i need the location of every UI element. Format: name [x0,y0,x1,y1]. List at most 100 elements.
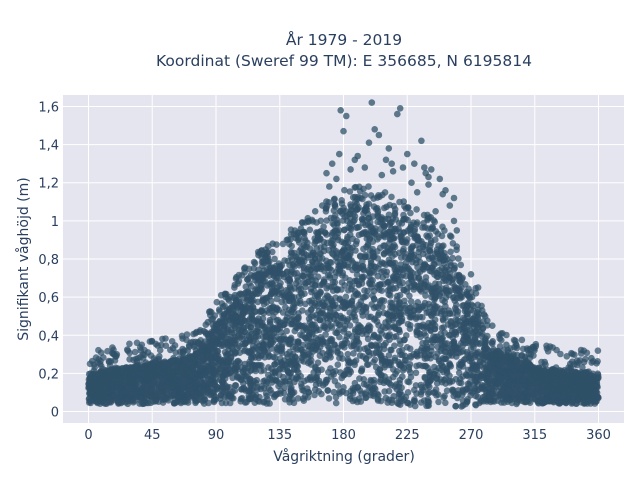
scatter-point [366,234,374,242]
scatter-point [360,245,367,253]
scatter-point [331,377,339,385]
scatter-point [405,279,413,287]
scatter-point [351,277,359,285]
scatter-point [336,354,343,362]
x-tick-label: 180 [331,428,356,443]
scatter-point [248,297,255,305]
scatter-point [405,366,413,373]
scatter-point [220,384,227,391]
scatter-point [292,361,299,368]
scatter-point [332,399,340,407]
scatter-point [314,229,321,237]
scatter-point [399,367,407,374]
scatter-point [435,259,443,266]
scatter-point [351,396,359,404]
scatter-point [425,398,433,406]
scatter-point [325,395,333,402]
scatter-point [461,325,468,332]
scatter-point [123,384,131,391]
scatter-point [324,387,332,394]
scatter-point [266,318,274,326]
scatter-point [253,339,260,346]
scatter-point [364,348,372,356]
scatter-point [273,377,281,384]
scatter-point [283,286,290,294]
scatter-point [583,380,591,388]
scatter-point [235,302,243,310]
scatter-point [218,319,225,327]
scatter-point [399,397,406,405]
scatter-point [258,351,265,359]
scatter-point [479,330,486,337]
scatter-point [217,392,225,399]
scatter-point [199,380,206,388]
scatter-point [319,349,326,357]
scatter-point [419,321,427,329]
scatter-point [315,260,323,268]
scatter-point [225,335,232,343]
scatter-point [292,353,299,361]
scatter-point [322,378,330,386]
scatter-point [414,322,421,330]
scatter-point [309,261,316,269]
scatter-point [85,399,93,406]
scatter-point [252,308,260,315]
scatter-point [350,339,358,346]
scatter-point [273,317,280,324]
scatter-point [232,382,240,389]
scatter-point [383,268,391,276]
scatter-point [380,250,388,257]
scatter-point [370,350,377,357]
scatter-point [395,301,403,309]
scatter-point [123,368,131,376]
scatter-point [356,352,364,359]
scatter-point [364,267,372,274]
scatter-point [380,341,388,349]
scatter-point [161,358,169,366]
scatter-point [291,263,298,270]
scatter-point [473,340,480,347]
scatter-point [208,337,215,345]
scatter-point [268,280,276,288]
scatter-point [270,353,277,361]
scatter-point [439,317,447,324]
scatter-point [267,290,275,298]
scatter-point [284,367,292,375]
scatter-point [594,394,602,401]
x-tick-label: 315 [522,428,547,443]
scatter-point [419,386,427,394]
scatter-point [377,281,384,288]
scatter-point [451,305,459,312]
scatter-point [403,267,411,274]
scatter-point [330,388,338,396]
scatter-point [393,381,400,388]
scatter-point [342,293,350,301]
scatter-point [325,247,333,254]
scatter-point [322,356,330,363]
scatter-point [236,343,243,350]
scatter-point [247,395,254,403]
scatter-point [419,265,426,273]
scatter-point [281,293,288,301]
y-tick-label: 0,6 [38,291,59,306]
scatter-point [289,306,296,313]
scatter-point [464,318,472,326]
scatter-point [411,386,418,394]
scatter-point [292,280,300,287]
scatter-point [331,301,339,308]
scatter-point [384,333,392,341]
scatter-point [411,396,418,403]
scatter-point [385,256,393,264]
chart-title-line2: Koordinat (Sweref 99 TM): E 356685, N 61… [156,52,532,70]
scatter-point [355,281,363,289]
scatter-point [298,380,305,388]
scatter-point [435,253,443,260]
scatter-point [421,373,429,381]
scatter-point [245,333,253,341]
scatter-point [589,373,596,380]
scatter-point [378,268,385,276]
scatter-point [330,371,338,378]
scatter-point [298,346,306,354]
scatter-point [347,392,354,400]
x-tick-label: 270 [459,428,484,443]
